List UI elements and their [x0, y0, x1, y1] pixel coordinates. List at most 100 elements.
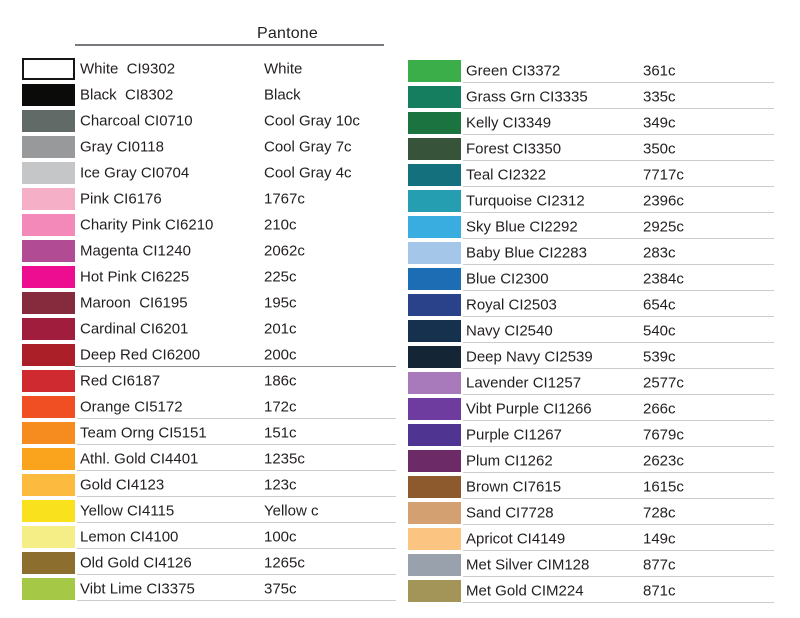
pantone-value-label: 200c [264, 346, 297, 364]
pantone-value-label: 2577c [643, 374, 684, 392]
color-name-label: Charity Pink CI6210 [80, 216, 214, 234]
pantone-value-label: 540c [643, 322, 676, 340]
color-name-label: Lavender CI1257 [466, 374, 582, 392]
color-name-label: Hot Pink CI6225 [80, 268, 190, 286]
color-row: Royal CI2503 654c [408, 292, 774, 318]
row-divider [463, 186, 774, 187]
color-swatch [22, 370, 75, 392]
color-name-label: Cardinal CI6201 [80, 320, 189, 338]
color-row: Vibt Lime CI3375 375c [22, 576, 396, 602]
color-name-label: Old Gold CI4126 [80, 554, 192, 572]
color-name-label: Gold CI4123 [80, 476, 165, 494]
pantone-value-label: 2384c [643, 270, 684, 288]
color-name-label: Turquoise CI2312 [466, 192, 585, 210]
color-row: Old Gold CI4126 1265c [22, 550, 396, 576]
pantone-value-label: 225c [264, 268, 297, 286]
color-name-label: Teal CI2322 [466, 166, 547, 184]
header-divider [75, 44, 384, 46]
color-row: Athl. Gold CI4401 1235c [22, 446, 396, 472]
color-name-label: Forest CI3350 [466, 140, 562, 158]
color-row: Green CI3372 361c [408, 58, 774, 84]
color-swatch [408, 164, 461, 186]
pantone-value-label: 1265c [264, 554, 305, 572]
color-name-label: Vibt Lime CI3375 [80, 580, 195, 598]
color-name-label: Athl. Gold CI4401 [80, 450, 199, 468]
color-row: Red CI6187 186c [22, 368, 396, 394]
pantone-value-label: 2925c [643, 218, 684, 236]
color-name-label: Grass Grn CI3335 [466, 88, 588, 106]
pantone-value-label: 877c [643, 556, 676, 574]
pantone-value-label: 1615c [643, 478, 684, 496]
pantone-value-label: Cool Gray 4c [264, 164, 352, 182]
color-name-label: Maroon CI6195 [80, 294, 188, 312]
color-name-label: Team Orng CI5151 [80, 424, 207, 442]
color-name-label: Baby Blue CI2283 [466, 244, 587, 262]
color-swatch [408, 346, 461, 368]
row-divider [77, 496, 396, 497]
pantone-value-label: 2623c [643, 452, 684, 470]
pantone-value-label: 728c [643, 504, 676, 522]
color-name-label: Vibt Purple CI1266 [466, 400, 592, 418]
color-swatch [408, 528, 461, 550]
color-swatch [22, 266, 75, 288]
color-row: Grass Grn CI3335 335c [408, 84, 774, 110]
color-name-label: Black CI8302 [80, 86, 174, 104]
color-row: Sand CI7728 728c [408, 500, 774, 526]
row-divider [77, 548, 396, 549]
color-swatch [22, 84, 75, 106]
color-name-label: Deep Red CI6200 [80, 346, 201, 364]
color-row: Pink CI6176 1767c [22, 186, 396, 212]
row-divider [463, 316, 774, 317]
color-row: Lavender CI1257 2577c [408, 370, 774, 396]
row-divider [463, 134, 774, 135]
color-row: Gold CI4123 123c [22, 472, 396, 498]
color-name-label: Deep Navy CI2539 [466, 348, 593, 366]
color-row: Lemon CI4100 100c [22, 524, 396, 550]
pantone-value-label: 7679c [643, 426, 684, 444]
row-divider [77, 444, 396, 445]
row-divider [463, 550, 774, 551]
pantone-value-label: 654c [643, 296, 676, 314]
pantone-value-label: 2396c [643, 192, 684, 210]
color-swatch [408, 424, 461, 446]
color-swatch [408, 190, 461, 212]
color-row: Kelly CI3349 349c [408, 110, 774, 136]
color-swatch [408, 86, 461, 108]
pantone-value-label: White [264, 60, 303, 78]
pantone-value-label: Cool Gray 10c [264, 112, 360, 130]
pantone-value-label: 266c [643, 400, 676, 418]
color-swatch [408, 216, 461, 238]
color-row: Charcoal CI0710 Cool Gray 10c [22, 108, 396, 134]
row-divider [463, 212, 774, 213]
pantone-value-label: Yellow c [264, 502, 319, 520]
color-swatch [22, 422, 75, 444]
color-swatch [22, 474, 75, 496]
color-row: Orange CI5172 172c [22, 394, 396, 420]
row-divider [77, 418, 396, 419]
color-name-label: Magenta CI1240 [80, 242, 191, 260]
color-row: Charity Pink CI6210 210c [22, 212, 396, 238]
pantone-value-label: 361c [643, 62, 676, 80]
row-divider [463, 342, 774, 343]
pantone-value-label: 1767c [264, 190, 305, 208]
color-swatch [408, 476, 461, 498]
color-row: Navy CI2540 540c [408, 318, 774, 344]
color-swatch [22, 136, 75, 158]
color-name-label: Purple CI1267 [466, 426, 562, 444]
row-divider [77, 522, 396, 523]
color-row: Gray CI0118 Cool Gray 7c [22, 134, 396, 160]
color-swatch [22, 214, 75, 236]
color-name-label: Lemon CI4100 [80, 528, 179, 546]
color-swatch [408, 320, 461, 342]
row-divider [463, 472, 774, 473]
pantone-value-label: 1235c [264, 450, 305, 468]
color-name-label: Orange CI5172 [80, 398, 183, 416]
color-swatch [408, 294, 461, 316]
row-divider [463, 368, 774, 369]
color-swatch [22, 292, 75, 314]
row-divider [463, 602, 774, 603]
row-divider [463, 498, 774, 499]
color-name-label: Royal CI2503 [466, 296, 557, 314]
pantone-value-label: 201c [264, 320, 297, 338]
